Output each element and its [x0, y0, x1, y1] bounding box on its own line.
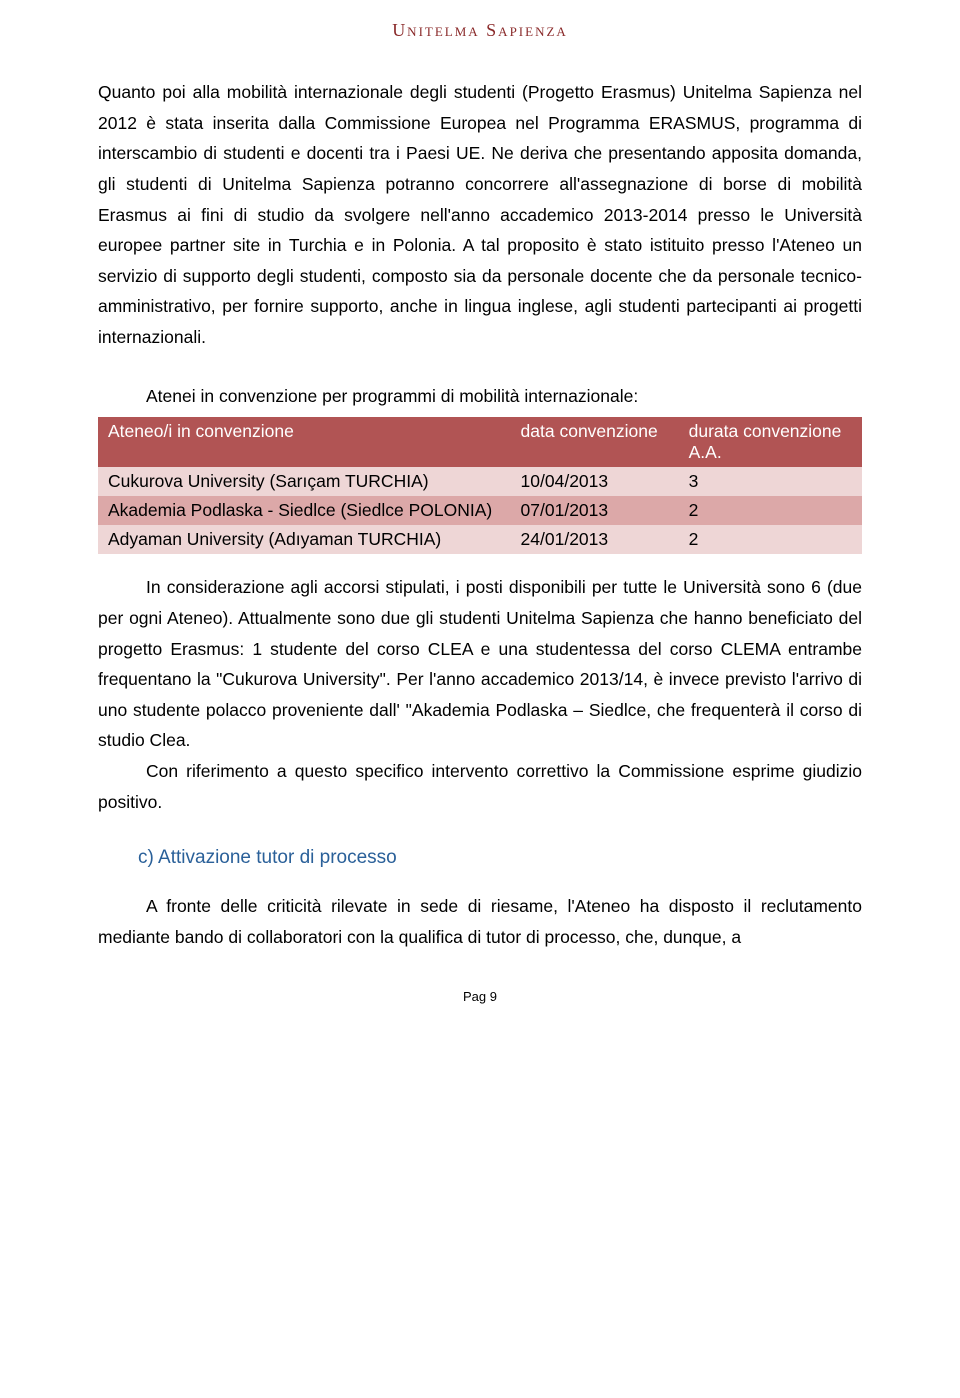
university-logo-text: Unitelma Sapienza: [98, 20, 862, 41]
cell-data: 10/04/2013: [511, 467, 679, 496]
th-ateneo: Ateneo/i in convenzione: [98, 417, 511, 467]
cell-durata: 2: [679, 525, 862, 554]
page: Unitelma Sapienza Quanto poi alla mobili…: [0, 0, 960, 1398]
paragraph-intro: Quanto poi alla mobilità internazionale …: [98, 77, 862, 353]
table-row: Adyaman University (Adıyaman TURCHIA) 24…: [98, 525, 862, 554]
cell-data: 24/01/2013: [511, 525, 679, 554]
paragraph-considerazione: In considerazione agli accorsi stipulati…: [98, 572, 862, 756]
cell-ateneo: Akademia Podlaska - Siedlce (Siedlce POL…: [98, 496, 511, 525]
table-intro: Atenei in convenzione per programmi di m…: [98, 381, 862, 412]
cell-ateneo: Adyaman University (Adıyaman TURCHIA): [98, 525, 511, 554]
table-row: Cukurova University (Sarıçam TURCHIA) 10…: [98, 467, 862, 496]
cell-durata: 3: [679, 467, 862, 496]
paragraph-tutor: A fronte delle criticità rilevate in sed…: [98, 891, 862, 952]
table-row: Akademia Podlaska - Siedlce (Siedlce POL…: [98, 496, 862, 525]
convenzioni-table: Ateneo/i in convenzione data convenzione…: [98, 417, 862, 554]
subheading-c: c) Attivazione tutor di processo: [138, 847, 862, 869]
paragraph-giudizio: Con riferimento a questo specifico inter…: [98, 756, 862, 817]
table-header-row: Ateneo/i in convenzione data convenzione…: [98, 417, 862, 467]
th-durata: durata convenzione A.A.: [679, 417, 862, 467]
cell-durata: 2: [679, 496, 862, 525]
page-number: Pag 9: [98, 989, 862, 1004]
cell-data: 07/01/2013: [511, 496, 679, 525]
th-data: data convenzione: [511, 417, 679, 467]
cell-ateneo: Cukurova University (Sarıçam TURCHIA): [98, 467, 511, 496]
